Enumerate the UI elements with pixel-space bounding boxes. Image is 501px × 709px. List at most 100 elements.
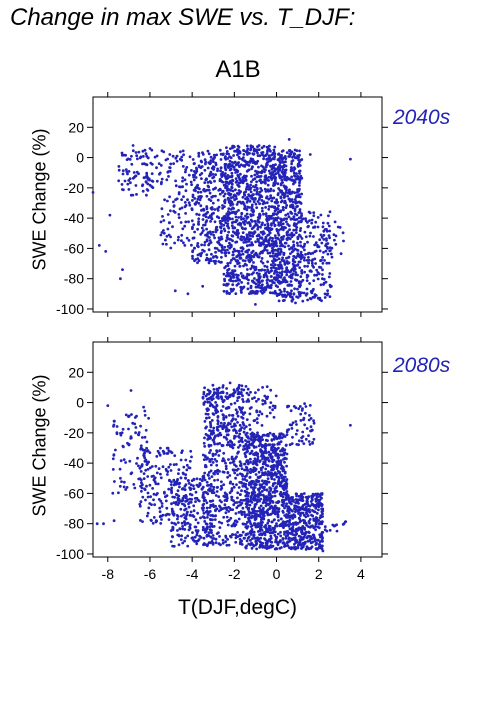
data-point — [115, 431, 119, 434]
data-point — [251, 243, 255, 247]
data-point — [265, 281, 269, 285]
data-point — [164, 495, 167, 499]
data-point — [284, 226, 287, 230]
data-point — [320, 241, 324, 245]
data-point — [179, 458, 183, 462]
data-point — [255, 180, 258, 184]
data-point — [176, 533, 180, 537]
data-point — [166, 227, 170, 231]
data-point — [277, 221, 280, 225]
data-point — [190, 219, 194, 223]
data-point — [312, 211, 316, 215]
data-point — [204, 412, 208, 416]
data-point — [300, 409, 304, 412]
data-point — [285, 430, 289, 434]
data-point — [234, 177, 238, 181]
data-point — [186, 544, 190, 548]
data-point — [185, 236, 189, 240]
data-point — [278, 436, 282, 440]
data-point — [300, 269, 303, 273]
data-point — [298, 405, 302, 408]
data-point — [245, 263, 248, 267]
data-point — [260, 489, 264, 493]
data-point — [186, 292, 190, 296]
data-point — [251, 159, 255, 163]
data-point — [298, 181, 301, 185]
data-point — [197, 151, 201, 155]
data-point — [257, 479, 261, 483]
data-point — [219, 225, 222, 229]
data-point — [264, 482, 268, 486]
data-point — [277, 519, 280, 522]
data-point — [235, 179, 239, 183]
data-point — [290, 150, 294, 154]
data-point — [236, 473, 239, 477]
data-point — [248, 222, 252, 226]
data-point — [251, 493, 255, 496]
data-point — [235, 149, 239, 152]
data-point — [288, 539, 292, 543]
data-point — [267, 218, 271, 221]
data-point — [156, 482, 160, 486]
data-point — [190, 183, 194, 187]
data-point — [233, 168, 237, 172]
data-point — [253, 230, 257, 234]
data-point — [172, 544, 176, 548]
data-point — [255, 483, 258, 486]
data-point — [258, 540, 262, 544]
data-point — [167, 175, 170, 178]
data-point — [249, 159, 253, 163]
data-point — [238, 423, 242, 427]
data-point — [268, 144, 271, 148]
data-point — [326, 221, 330, 225]
data-point — [210, 457, 214, 461]
data-point — [214, 452, 218, 456]
data-point — [242, 221, 246, 225]
data-point — [329, 252, 333, 256]
data-point — [262, 144, 266, 148]
data-point — [302, 416, 306, 420]
data-point — [223, 199, 227, 203]
data-point — [154, 493, 158, 497]
data-point — [221, 405, 225, 408]
data-point — [271, 251, 275, 255]
data-point — [254, 251, 258, 255]
data-point — [221, 384, 225, 387]
data-point — [309, 290, 313, 294]
data-point — [230, 174, 234, 178]
data-point — [306, 514, 310, 517]
data-point — [185, 182, 188, 186]
data-point — [300, 192, 303, 196]
data-point — [310, 261, 314, 265]
data-point — [271, 526, 275, 530]
data-point — [231, 217, 234, 221]
data-point — [218, 179, 222, 183]
data-point — [177, 216, 181, 220]
data-point — [244, 523, 248, 526]
data-point — [319, 266, 323, 269]
data-point — [266, 470, 270, 473]
data-point — [262, 242, 265, 246]
data-point — [301, 299, 305, 303]
data-point — [288, 443, 292, 447]
data-point — [296, 543, 300, 547]
data-point — [173, 454, 177, 457]
data-point — [263, 457, 267, 461]
data-point — [258, 241, 261, 245]
data-point — [249, 432, 253, 436]
data-point — [256, 536, 260, 540]
data-point — [228, 243, 232, 247]
data-point — [293, 222, 296, 225]
data-point — [129, 436, 133, 440]
data-point — [308, 297, 312, 300]
data-point — [257, 388, 260, 392]
data-point — [266, 222, 270, 226]
data-point — [247, 446, 251, 450]
data-point — [265, 157, 268, 161]
data-point — [285, 273, 289, 277]
data-point — [215, 459, 219, 463]
data-point — [259, 225, 262, 229]
data-point — [240, 489, 243, 493]
data-point — [284, 261, 288, 265]
data-point — [285, 433, 289, 436]
